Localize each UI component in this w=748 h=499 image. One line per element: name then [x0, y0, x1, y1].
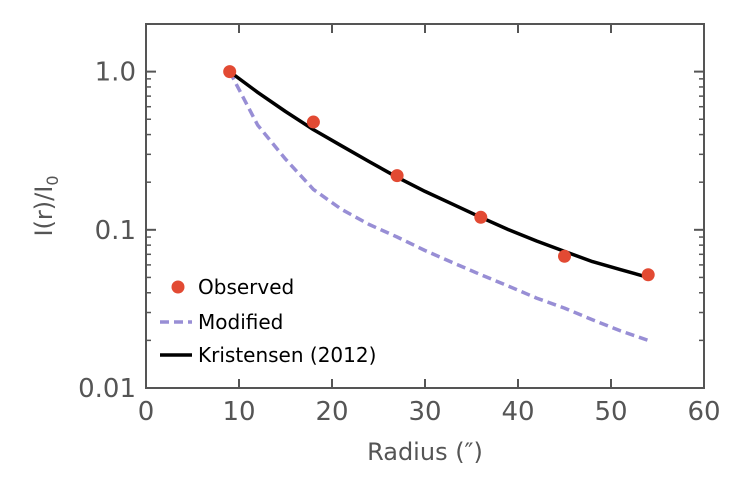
- y-tick-label: 0.01: [78, 374, 136, 404]
- x-tick-label: 20: [315, 397, 348, 427]
- modified-line: [228, 70, 649, 343]
- observed-point: [474, 210, 488, 224]
- legend: Observed Modified Kristensen (2012): [160, 275, 376, 367]
- x-tick-label: 30: [408, 397, 441, 427]
- legend-label-observed: Observed: [198, 275, 294, 299]
- x-axis-label: Radius (″): [367, 438, 483, 466]
- x-tick-label: 50: [594, 397, 627, 427]
- x-tick-label: 10: [222, 397, 255, 427]
- x-tick-label: 60: [687, 397, 720, 427]
- legend-marker-observed: [171, 280, 185, 294]
- y-tick-label: 1.0: [95, 58, 136, 88]
- y-axis-label-sub: 0: [43, 175, 62, 185]
- y-axis-label-main: I(r)/I: [30, 186, 58, 237]
- observed-point: [223, 65, 237, 79]
- y-tick-label: 0.1: [95, 216, 136, 246]
- y-axis-label: I(r)/I0: [30, 175, 62, 236]
- observed-point: [390, 169, 404, 183]
- axis-ticks: 0 10 20 30 40 50 60 0.01 0.1 1.0: [78, 23, 721, 427]
- observed-point: [641, 268, 655, 282]
- x-tick-label: 0: [138, 397, 155, 427]
- legend-label-modified: Modified: [198, 310, 283, 334]
- plot-area: [145, 23, 705, 389]
- observed-point: [306, 115, 320, 129]
- observed-point: [558, 249, 571, 263]
- kristensen-line: [228, 70, 649, 280]
- series-layer: [223, 65, 655, 343]
- legend-label-kristensen: Kristensen (2012): [198, 343, 376, 367]
- x-tick-label: 40: [501, 397, 534, 427]
